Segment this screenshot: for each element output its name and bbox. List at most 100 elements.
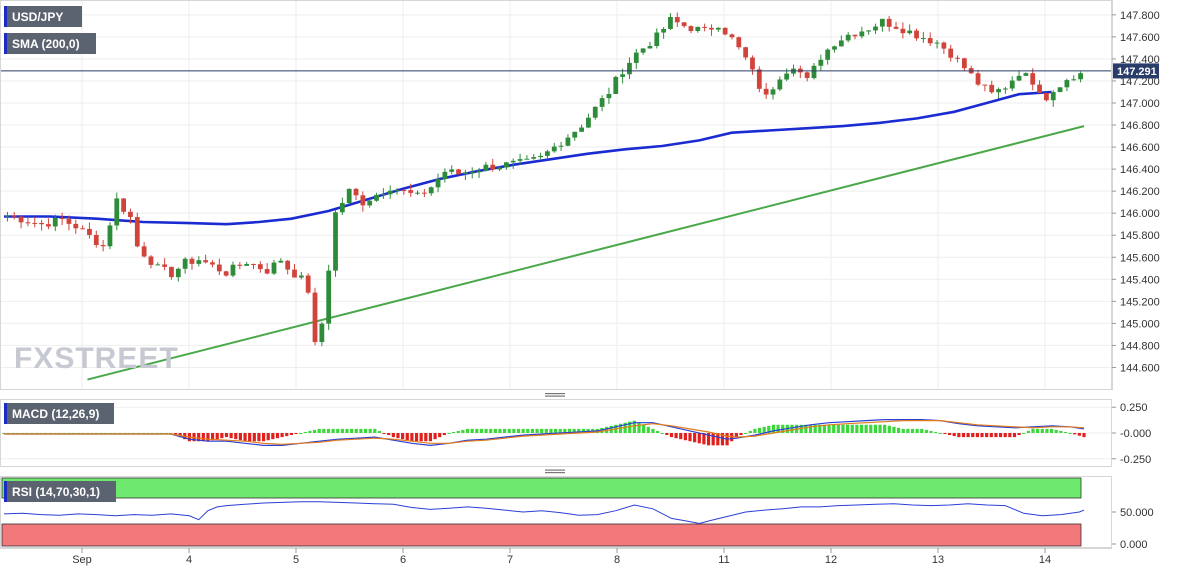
candle-body xyxy=(722,27,728,35)
macd-histogram-bar xyxy=(688,433,692,442)
rsi-pane-border xyxy=(0,476,1112,548)
macd-histogram-bar xyxy=(210,433,215,441)
candle-body xyxy=(189,258,195,264)
macd-histogram-bar xyxy=(512,428,516,433)
macd-histogram-bar xyxy=(744,433,748,434)
candle-body xyxy=(114,198,120,226)
candle-body xyxy=(18,216,24,223)
macd-histogram-bar xyxy=(813,424,817,433)
candle-body xyxy=(93,234,99,246)
candle-body xyxy=(914,30,919,39)
candle-body xyxy=(435,179,441,188)
macd-histogram-bar xyxy=(832,424,836,433)
macd-histogram-bar xyxy=(975,433,979,438)
candle-body xyxy=(1023,73,1029,76)
macd-tag[interactable]: MACD (12,26,9) xyxy=(4,403,114,424)
candle-body xyxy=(449,169,455,172)
macd-histogram-bar xyxy=(887,425,891,433)
macd-histogram-bar xyxy=(943,433,947,435)
macd-histogram-bar xyxy=(961,433,966,438)
macd-histogram-bar xyxy=(1054,429,1058,433)
macd-histogram-bar xyxy=(294,433,298,435)
time-tick-label: 7 xyxy=(507,554,513,566)
macd-histogram-bar xyxy=(577,428,581,433)
candle-body xyxy=(982,84,988,86)
macd-histogram-bar xyxy=(1031,428,1035,433)
candle-body xyxy=(1009,80,1015,89)
candle-body xyxy=(483,164,489,171)
candle-body xyxy=(319,323,325,343)
symbol-tag[interactable]: USD/JPY xyxy=(4,6,82,27)
time-tick-label: 13 xyxy=(932,554,944,566)
pane-resize-handle-2[interactable] xyxy=(545,469,565,474)
price-tick-label: 147.800 xyxy=(1120,10,1160,22)
candle-body xyxy=(333,212,338,271)
candle-body xyxy=(572,131,578,138)
candle-body xyxy=(394,189,400,191)
candle-body xyxy=(668,17,673,29)
candle-body xyxy=(818,59,824,66)
macd-histogram-bar xyxy=(350,428,354,433)
time-tick-label: 4 xyxy=(186,554,192,566)
candle-body xyxy=(695,26,701,31)
macd-histogram-bar xyxy=(998,433,1003,438)
candle-body xyxy=(743,47,749,58)
candle-body xyxy=(421,192,427,194)
macd-histogram-bar xyxy=(716,433,720,446)
macd-histogram-bar xyxy=(971,433,975,438)
price-tick-label: 145.600 xyxy=(1120,252,1160,264)
candle-body xyxy=(900,28,906,34)
macd-histogram-bar xyxy=(915,428,919,433)
rsi-oversold-zone xyxy=(1,523,1082,547)
price-tick-label: 145.800 xyxy=(1120,230,1160,242)
candle-body xyxy=(237,264,243,266)
macd-histogram-bar xyxy=(776,424,780,433)
rsi-tag[interactable]: RSI (14,70,30,1) xyxy=(4,481,116,502)
candle-body xyxy=(367,200,373,206)
candle-body xyxy=(52,217,58,227)
candle-body xyxy=(579,127,584,132)
macd-histogram-bar xyxy=(322,428,326,433)
rsi-tick-label: 50.000 xyxy=(1120,507,1154,519)
price-pane: FXSTREET 147.800147.600147.400147.200147… xyxy=(0,0,1160,390)
price-tick-label: 145.200 xyxy=(1120,296,1160,308)
macd-histogram-bar xyxy=(910,428,915,433)
macd-tick-label: -0.000 xyxy=(1120,428,1151,440)
macd-histogram-bar xyxy=(285,433,289,437)
candle-body xyxy=(531,157,537,159)
sma-tag[interactable]: SMA (200,0) xyxy=(4,33,96,54)
macd-histogram-bar xyxy=(827,424,831,433)
macd-histogram-bar xyxy=(220,433,224,439)
macd-histogram-bar xyxy=(456,430,460,433)
candle-body xyxy=(709,27,714,30)
macd-histogram-bar xyxy=(804,424,808,433)
price-tick-label: 144.600 xyxy=(1120,362,1160,374)
macd-pane: 0.250 -0.000 -0.250 MACD (12,26,9) xyxy=(0,399,1151,467)
macd-histogram-bar xyxy=(252,433,256,442)
candle-body xyxy=(312,292,318,343)
candle-body xyxy=(32,222,38,224)
macd-histogram-bar xyxy=(405,433,409,441)
macd-histogram-bar xyxy=(864,424,868,433)
time-tick-label: Sep xyxy=(72,554,92,566)
candle-body xyxy=(408,190,414,193)
candle-body xyxy=(538,155,543,158)
macd-histogram-bar xyxy=(655,430,660,433)
macd-histogram-bar xyxy=(410,433,414,442)
candle-body xyxy=(476,170,482,173)
price-tick-label: 146.200 xyxy=(1120,186,1160,198)
candle-body xyxy=(961,58,967,69)
candle-body xyxy=(551,146,557,152)
macd-histogram-bar xyxy=(1063,431,1068,433)
macd-histogram-bar xyxy=(280,433,284,438)
macd-histogram-bar xyxy=(771,424,776,433)
macd-histogram-bar xyxy=(947,433,952,436)
price-tick-label: 147.000 xyxy=(1120,98,1160,110)
candle-body xyxy=(886,18,892,27)
pane-resize-handle[interactable] xyxy=(545,393,565,397)
candle-body xyxy=(1078,73,1083,80)
macd-histogram-bar xyxy=(1059,430,1063,433)
macd-histogram-bar xyxy=(493,428,497,433)
macd-histogram-bar xyxy=(660,433,664,434)
